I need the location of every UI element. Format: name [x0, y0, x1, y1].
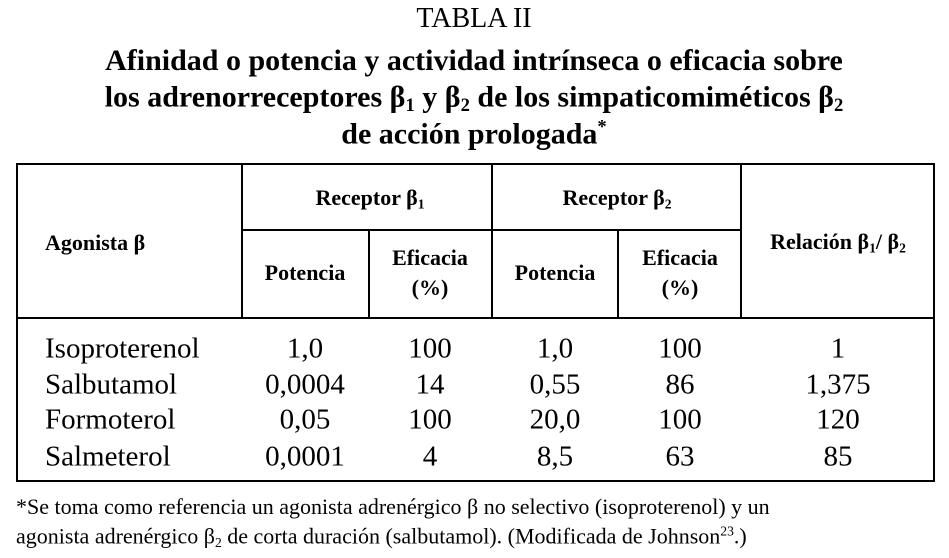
cell: 1 [830, 332, 846, 365]
text-piece: 23 [720, 523, 734, 539]
table-border [16, 480, 935, 482]
column-header: Agonista β [45, 232, 145, 254]
text-piece: 2 [664, 196, 672, 212]
cell: 0,05 [279, 403, 331, 436]
cell: 100 [658, 332, 702, 365]
text-piece: 2 [833, 95, 844, 117]
text-piece: 1 [869, 240, 876, 256]
footnote-line: agonista adrenérgico β2 de corta duració… [16, 524, 747, 549]
text-piece: 1 [405, 95, 415, 117]
text-piece: agonista adrenérgico β [16, 523, 215, 549]
column-rule [368, 230, 370, 318]
text-piece: *Se toma como referencia un agonista adr… [16, 494, 770, 519]
column-header: Relación β1/ β2 [770, 228, 906, 256]
cell: 4 [422, 440, 438, 473]
cell: 8,5 [536, 440, 574, 473]
cell: 100 [658, 403, 702, 436]
text-piece: (%) [411, 275, 449, 300]
text-piece: 2 [214, 534, 222, 550]
text-piece: / β [875, 228, 900, 254]
row-label: Formoterol [45, 403, 176, 436]
text-piece: y β [414, 80, 461, 114]
text-piece: 1 [417, 196, 425, 212]
text-piece: .) [733, 523, 747, 549]
subcolumn-header: (%) [412, 277, 449, 299]
text-piece: Eficacia [642, 245, 718, 270]
table-label: TABLA II [416, 3, 532, 34]
cell: 100 [408, 332, 452, 365]
column-rule [617, 230, 619, 318]
cell: 0,55 [529, 368, 581, 401]
subcolumn-header: Eficacia [642, 247, 718, 269]
text-piece: de acción prologada [341, 117, 598, 151]
cell: 20,0 [529, 403, 581, 436]
title-line: Afinidad o potencia y actividad intrínse… [105, 46, 843, 76]
text-piece: de los simpaticomiméticos β [469, 80, 834, 114]
text-piece: de corta duración (salbutamol). (Modific… [221, 523, 721, 549]
text-piece: Potencia [514, 260, 596, 285]
table-border [16, 163, 935, 165]
text-piece: (%) [661, 275, 699, 300]
subcolumn-header: Eficacia [392, 247, 468, 269]
cell: 100 [408, 403, 452, 436]
cell: 0,0004 [265, 368, 345, 401]
header-rule [16, 317, 935, 319]
cell: 1,0 [286, 332, 324, 365]
column-rule [241, 163, 243, 318]
footnote-line: *Se toma como referencia un agonista adr… [16, 496, 770, 518]
text-piece: * [597, 116, 607, 138]
title-line: de acción prologada* [341, 118, 606, 149]
cell: 63 [665, 440, 695, 473]
text-piece: Agonista β [45, 230, 146, 255]
text-piece: Eficacia [392, 245, 468, 270]
table-border [16, 163, 18, 482]
cell: 0,0001 [265, 440, 345, 473]
subcolumn-header: Potencia [515, 262, 596, 284]
row-label: Salmeterol [45, 440, 171, 473]
subcolumn-header: Potencia [265, 262, 346, 284]
table-border [933, 163, 935, 482]
text-piece: 2 [899, 240, 906, 256]
cell: 1,0 [536, 332, 574, 365]
text-piece: Receptor β [562, 184, 665, 210]
title-line: los adrenorreceptores β1 y β2 de los sim… [105, 82, 844, 115]
text-piece: 2 [460, 95, 470, 117]
cell: 120 [816, 403, 860, 436]
row-label: Salbutamol [45, 368, 178, 401]
text-piece: los adrenorreceptores β [104, 80, 406, 114]
text-piece: Afinidad o potencia y actividad intrínse… [105, 44, 843, 77]
row-label: Isoproterenol [45, 332, 200, 365]
column-rule [491, 163, 493, 318]
subcolumn-header: (%) [662, 277, 699, 299]
column-rule [740, 163, 742, 318]
cell: 1,375 [805, 368, 871, 401]
text-piece: Receptor β [315, 184, 418, 210]
cell: 85 [823, 440, 853, 473]
cell: 86 [665, 368, 695, 401]
text-piece: Relación β [770, 228, 870, 254]
column-header: Receptor β1 [315, 184, 425, 212]
column-header: Receptor β2 [562, 184, 672, 212]
text-piece: Potencia [264, 260, 346, 285]
cell: 14 [415, 368, 445, 401]
